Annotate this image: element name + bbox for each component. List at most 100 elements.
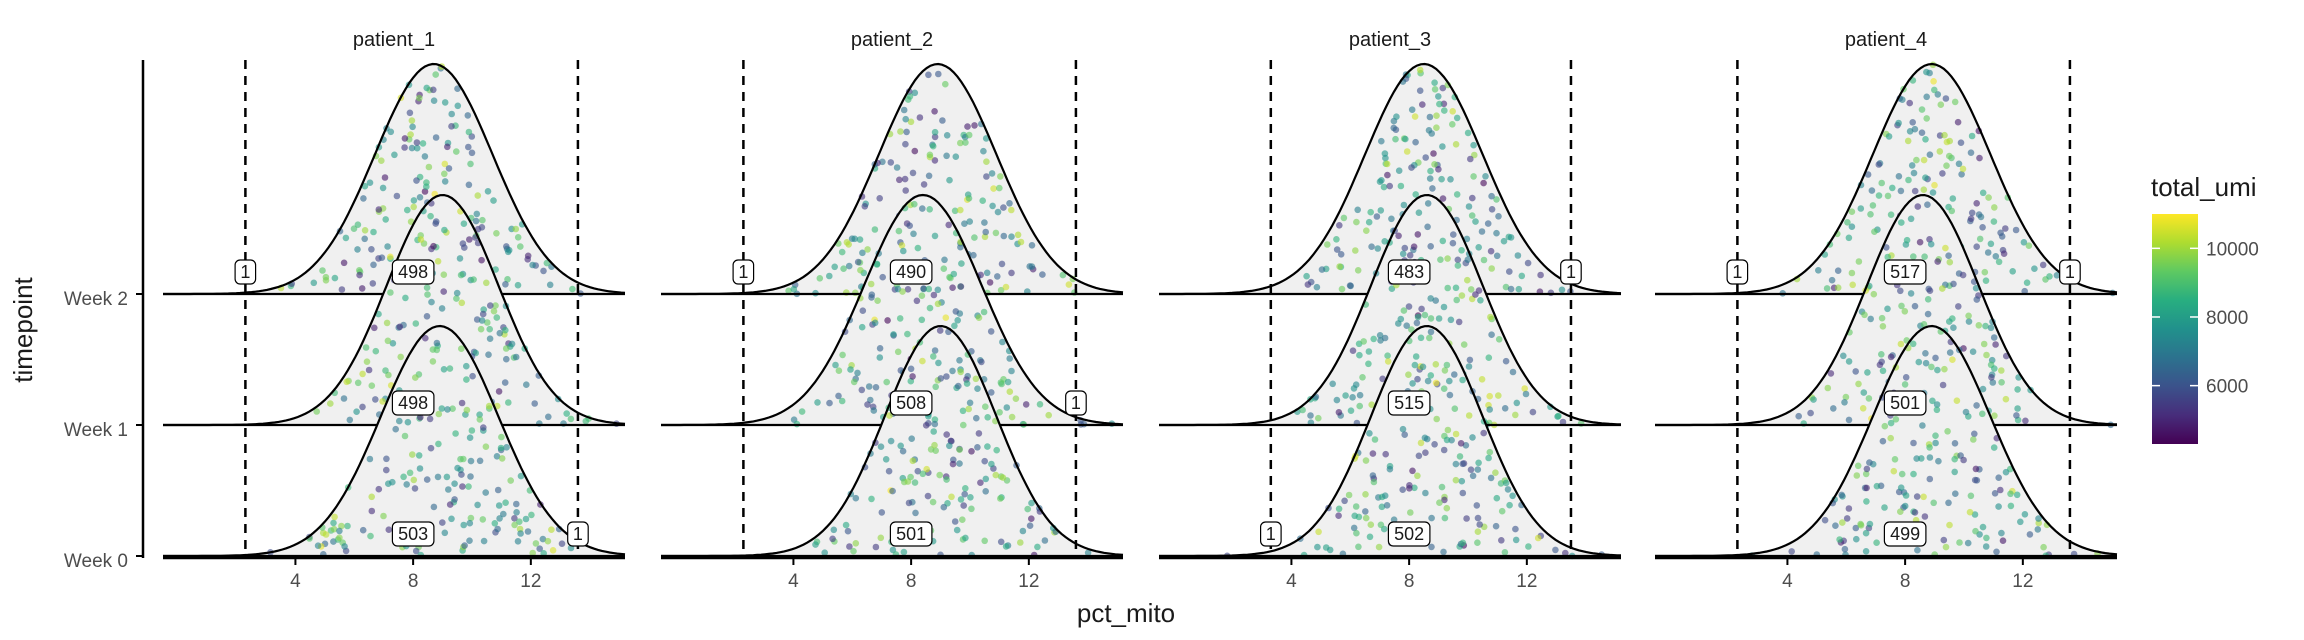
data-point <box>466 519 474 527</box>
data-point <box>957 283 965 290</box>
data-point <box>1876 361 1884 369</box>
data-point <box>1443 361 1451 369</box>
data-point <box>1008 413 1016 421</box>
data-point <box>1968 209 1976 217</box>
data-point <box>1411 113 1419 120</box>
data-point <box>1427 167 1434 175</box>
data-point <box>954 317 961 324</box>
data-point <box>1863 484 1870 492</box>
data-point <box>1979 410 1986 418</box>
data-point <box>369 280 377 287</box>
data-point <box>1449 239 1457 247</box>
data-point <box>1463 235 1471 243</box>
data-point <box>1426 334 1433 342</box>
data-point <box>359 370 366 378</box>
data-point <box>1465 412 1473 419</box>
data-point <box>346 416 354 424</box>
data-point <box>840 265 847 273</box>
data-point <box>513 509 520 516</box>
data-point <box>942 314 950 322</box>
data-point <box>1335 505 1343 513</box>
data-point <box>1449 121 1456 128</box>
data-point <box>1367 521 1375 528</box>
data-point <box>1521 385 1528 392</box>
data-point <box>362 344 370 351</box>
data-point <box>434 258 442 265</box>
data-point <box>454 102 462 110</box>
data-point <box>994 273 1001 280</box>
data-point <box>1509 492 1516 500</box>
data-point <box>873 260 881 268</box>
data-point <box>396 323 404 331</box>
data-point <box>1950 324 1957 332</box>
data-point <box>354 379 362 387</box>
data-point <box>1338 285 1346 293</box>
data-point <box>1439 143 1446 150</box>
data-point <box>876 354 884 361</box>
data-point <box>1408 106 1416 113</box>
data-point <box>963 380 971 387</box>
data-point <box>1943 162 1950 169</box>
data-point <box>1429 185 1436 192</box>
data-point <box>1492 522 1500 530</box>
data-point <box>1367 208 1374 216</box>
data-point <box>361 227 369 234</box>
data-point <box>359 403 366 411</box>
data-point <box>433 339 441 347</box>
data-point <box>438 305 446 312</box>
data-point <box>446 501 454 508</box>
data-point <box>1438 175 1445 183</box>
data-point <box>1909 119 1916 126</box>
data-point <box>1865 395 1873 402</box>
data-point <box>852 494 860 502</box>
data-point <box>914 244 922 252</box>
data-point <box>479 310 487 318</box>
data-point <box>366 455 374 463</box>
data-point <box>1945 252 1952 259</box>
data-point <box>865 383 873 390</box>
data-point <box>372 347 380 355</box>
data-point <box>473 316 481 323</box>
data-point <box>1492 469 1499 477</box>
data-point <box>2007 490 2014 498</box>
density-outline <box>661 193 1124 427</box>
data-point <box>502 345 510 352</box>
data-point <box>1482 173 1489 180</box>
data-point <box>514 281 522 289</box>
data-point <box>951 207 959 215</box>
data-point <box>1995 503 2002 510</box>
data-point <box>1431 161 1438 168</box>
data-point <box>1911 187 1919 195</box>
data-point <box>1486 406 1493 413</box>
data-point <box>408 144 416 152</box>
data-point <box>1449 108 1456 115</box>
data-point <box>968 448 975 455</box>
data-point <box>1439 84 1447 92</box>
legend-tick-label: 6000 <box>2206 377 2248 398</box>
data-point <box>843 239 851 246</box>
data-point <box>931 441 938 449</box>
data-point <box>1375 543 1383 551</box>
data-point <box>540 267 547 275</box>
data-point <box>1946 152 1953 160</box>
data-point <box>1964 539 1972 547</box>
data-point <box>502 499 509 507</box>
data-point <box>1909 340 1917 348</box>
data-point <box>514 234 522 241</box>
data-point <box>1480 256 1488 264</box>
data-point <box>1307 412 1314 419</box>
data-point <box>2017 518 2024 526</box>
data-point <box>1453 114 1461 122</box>
data-point <box>1903 236 1911 244</box>
count-label: 498 <box>391 259 435 285</box>
data-point <box>1957 139 1965 146</box>
data-point <box>358 285 366 292</box>
data-point <box>903 128 910 136</box>
data-point <box>1475 244 1482 251</box>
data-point <box>1424 223 1431 231</box>
data-point <box>2014 405 2021 412</box>
data-point <box>966 218 973 225</box>
data-point <box>1401 431 1408 439</box>
x-tick-label: 4 <box>1286 571 1297 592</box>
count-label-text: 1 <box>2065 262 2075 282</box>
